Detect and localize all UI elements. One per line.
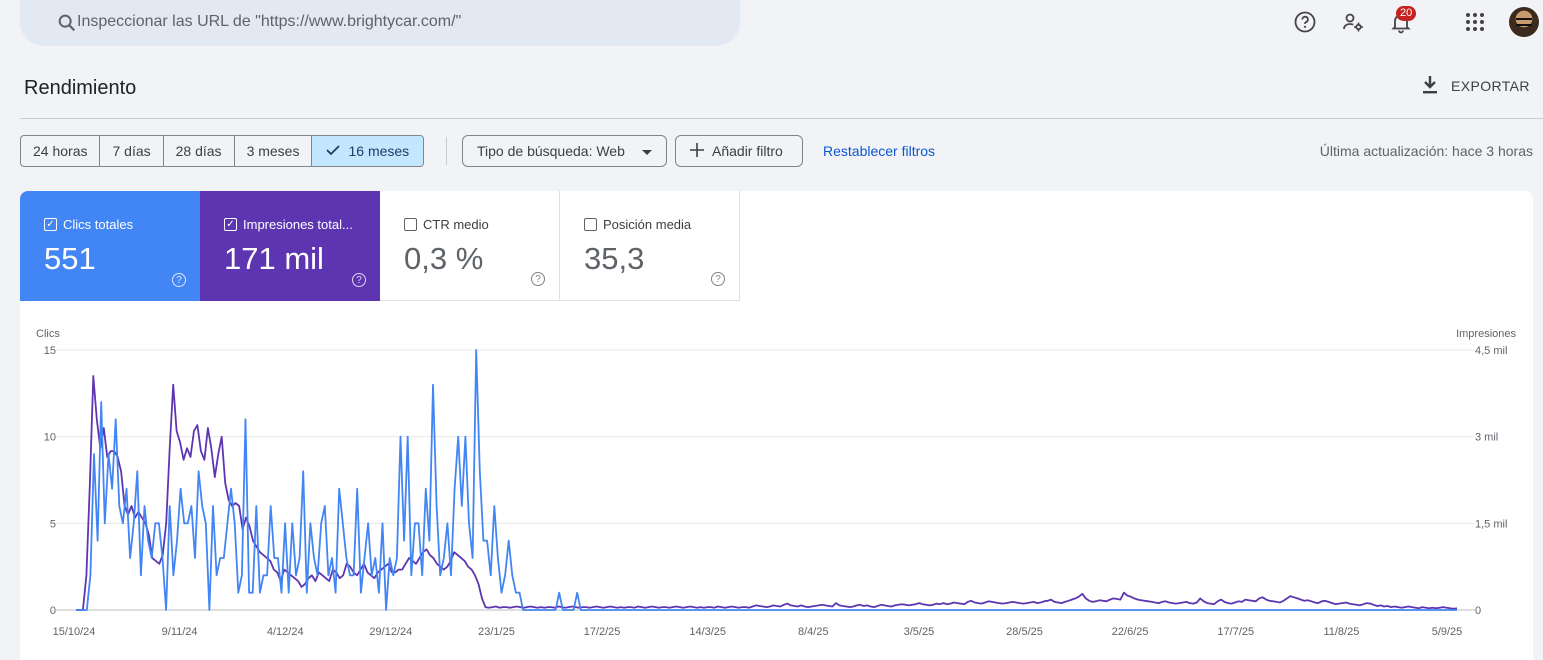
right-tick-label: 4,5 mil [1475, 345, 1507, 357]
left-tick-label: 15 [44, 345, 56, 357]
last-update-text: Última actualización: hace 3 horas [1319, 143, 1533, 159]
checkbox-unchecked-icon[interactable] [404, 218, 417, 231]
checkbox-checked-icon[interactable]: ✓ [224, 218, 237, 231]
performance-card: ✓ Clics totales 551 ? ✓ Impresiones total.… [20, 191, 1533, 660]
left-tick-label: 10 [44, 432, 56, 444]
metric-average-ctr[interactable]: CTR medio 0,3 % ? [380, 191, 560, 301]
date-range-selector: 24 horas 7 días 28 días 3 meses 16 meses [20, 135, 425, 167]
export-label: EXPORTAR [1451, 78, 1530, 94]
x-tick-label: 23/1/25 [478, 626, 515, 638]
metric-value: 551 [44, 241, 96, 276]
search-type-dropdown[interactable]: Tipo de búsqueda: Web [462, 135, 667, 167]
range-24-hours[interactable]: 24 horas [21, 136, 101, 166]
download-icon [1421, 75, 1439, 98]
export-button[interactable]: EXPORTAR [1421, 74, 1530, 98]
search-type-label: Tipo de búsqueda: Web [477, 143, 625, 159]
x-tick-label: 17/2/25 [584, 626, 621, 638]
metric-value: 0,3 % [404, 241, 484, 276]
x-tick-label: 15/10/24 [53, 626, 96, 638]
plus-icon [690, 142, 704, 160]
help-icon[interactable]: ? [531, 272, 545, 286]
metric-value: 35,3 [584, 241, 645, 276]
top-bar: Inspeccionar las URL de "https://www.bri… [0, 0, 1543, 48]
chart-series [76, 349, 1458, 611]
x-tick-label: 14/3/25 [689, 626, 726, 638]
x-tick-label: 9/11/24 [162, 626, 198, 638]
x-tick-label: 29/12/24 [369, 626, 412, 638]
check-icon [326, 143, 341, 159]
x-tick-label: 8/4/25 [798, 626, 829, 638]
range-28-days[interactable]: 28 días [164, 136, 235, 166]
checkbox-unchecked-icon[interactable] [584, 218, 597, 231]
right-tick-label: 3 mil [1475, 432, 1498, 444]
help-icon[interactable]: ? [172, 273, 186, 287]
metric-average-position[interactable]: Posición media 35,3 ? [560, 191, 740, 301]
x-tick-label: 28/5/25 [1006, 626, 1043, 638]
range-16-months[interactable]: 16 meses [312, 136, 424, 166]
filter-separator [446, 137, 447, 165]
range-16-months-label: 16 meses [348, 143, 410, 159]
left-axis-label: Clics [36, 328, 60, 340]
chart-grid [56, 349, 1475, 611]
left-tick-label: 5 [50, 518, 56, 530]
left-tick-label: 0 [50, 605, 56, 617]
checkbox-checked-icon[interactable]: ✓ [44, 218, 57, 231]
metric-label: CTR medio [423, 217, 489, 232]
right-axis-label: Impresiones [1456, 328, 1516, 340]
series-line-clics [76, 349, 1457, 611]
metric-label: Impresiones total... [243, 217, 353, 232]
account-avatar[interactable] [1509, 7, 1539, 37]
metric-total-clicks[interactable]: ✓ Clics totales 551 ? [20, 191, 200, 301]
dropdown-arrow-icon [642, 143, 652, 159]
left-axis-ticks: 0 5 10 15 [44, 345, 56, 617]
x-axis-ticks: 15/10/24 9/11/24 4/12/24 29/12/24 23/1/25 17/… [53, 626, 1463, 638]
add-filter-label: Añadir filtro [712, 143, 783, 159]
help-icon[interactable] [1291, 8, 1319, 36]
reset-filters-link[interactable]: Restablecer filtros [823, 143, 936, 159]
help-icon[interactable]: ? [352, 273, 366, 287]
metric-value: 171 mil [224, 241, 324, 276]
search-input[interactable]: Inspeccionar las URL de "https://www.bri… [77, 13, 462, 30]
manage-users-icon[interactable] [1339, 8, 1367, 36]
metric-label: Clics totales [63, 217, 134, 232]
search-icon[interactable] [56, 12, 78, 34]
range-7-days[interactable]: 7 días [100, 136, 164, 166]
metric-label: Posición media [603, 217, 692, 232]
x-tick-label: 22/6/25 [1112, 626, 1149, 638]
header-divider [20, 118, 1543, 119]
x-tick-label: 4/12/24 [267, 626, 304, 638]
metric-total-impressions[interactable]: ✓ Impresiones total... 171 mil ? [200, 191, 380, 301]
x-tick-label: 5/9/25 [1432, 626, 1463, 638]
url-inspection-search[interactable]: Inspeccionar las URL de "https://www.bri… [20, 0, 740, 46]
page-title: Rendimiento [24, 77, 137, 99]
right-axis-ticks: 0 1,5 mil 3 mil 4,5 mil [1475, 345, 1507, 617]
notifications-badge: 20 [1396, 6, 1417, 21]
range-3-months[interactable]: 3 meses [235, 136, 313, 166]
x-tick-label: 11/8/25 [1323, 626, 1359, 638]
right-tick-label: 1,5 mil [1475, 518, 1507, 530]
right-tick-label: 0 [1475, 605, 1481, 617]
apps-grid-icon[interactable] [1461, 8, 1489, 36]
help-icon[interactable]: ? [711, 272, 725, 286]
x-tick-label: 17/7/25 [1217, 626, 1254, 638]
add-filter-button[interactable]: Añadir filtro [675, 135, 803, 167]
performance-chart: 0 5 10 15 0 1,5 mil 3 mil 4,5 mil 15/10/24 9/11… [36, 328, 1516, 638]
x-tick-label: 3/5/25 [904, 626, 935, 638]
